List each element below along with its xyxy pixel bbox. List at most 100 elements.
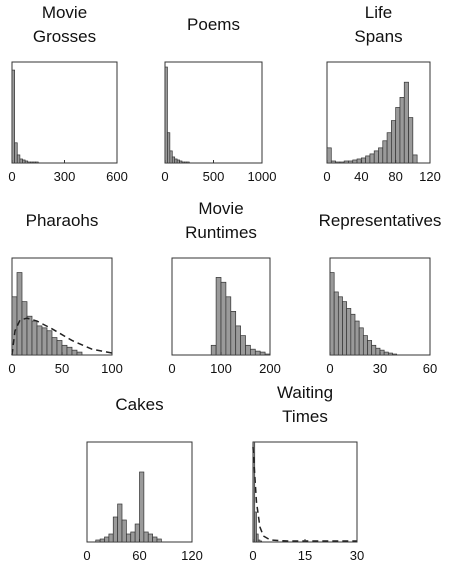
bar	[32, 161, 36, 164]
bar	[379, 349, 385, 356]
bar	[358, 327, 364, 356]
bar	[134, 523, 140, 543]
bar	[245, 344, 251, 356]
bar	[16, 154, 21, 164]
bar	[254, 511, 257, 543]
x-tick-label: 0	[8, 169, 15, 184]
bar	[378, 147, 384, 164]
bar	[11, 296, 18, 356]
bar	[371, 344, 377, 356]
panel-title: Spans	[354, 27, 402, 46]
panel-title: Times	[282, 407, 328, 426]
x-tick-label: 30	[373, 361, 387, 376]
bar	[41, 327, 48, 356]
x-tick-label: 0	[249, 548, 256, 563]
bar	[61, 344, 68, 356]
bar	[16, 272, 23, 356]
x-tick-label: 15	[298, 548, 312, 563]
panel-title: Grosses	[33, 27, 96, 46]
bar	[174, 158, 178, 164]
bar	[51, 337, 58, 356]
bar	[210, 344, 217, 356]
bar	[395, 107, 401, 164]
x-tick-label: 0	[161, 169, 168, 184]
bar	[164, 66, 168, 164]
bar	[403, 81, 409, 164]
x-tick-label: 0	[326, 361, 333, 376]
bar	[66, 346, 73, 356]
x-tick-label: 200	[259, 361, 281, 376]
panel-frame	[164, 61, 263, 164]
bar	[95, 539, 101, 543]
bar	[225, 296, 232, 356]
bar	[27, 161, 31, 164]
x-tick-label: 100	[210, 361, 232, 376]
bar	[167, 132, 171, 164]
bar	[215, 277, 222, 356]
bar	[399, 96, 405, 164]
x-tick-label: 100	[101, 361, 123, 376]
bar	[256, 533, 259, 543]
bar	[117, 503, 123, 543]
bar	[330, 160, 336, 164]
bar	[387, 352, 393, 356]
panel-title: Movie	[42, 3, 87, 22]
panel-frame	[252, 441, 358, 543]
x-tick-label: 0	[83, 548, 90, 563]
bar	[412, 154, 418, 164]
bar	[56, 340, 63, 356]
bar	[104, 536, 110, 543]
bar	[335, 161, 341, 164]
panel-title: Runtimes	[185, 223, 257, 242]
bar	[346, 308, 352, 356]
bar	[352, 159, 358, 164]
bar	[19, 158, 23, 164]
bar	[171, 156, 176, 164]
x-tick-label: 120	[419, 169, 441, 184]
bar	[126, 533, 132, 543]
bar	[112, 516, 118, 543]
bar	[392, 353, 398, 356]
panel-title: Pharaohs	[26, 211, 99, 230]
bar	[329, 272, 335, 356]
x-tick-label: 500	[203, 169, 225, 184]
bar	[254, 350, 261, 356]
x-tick-label: 40	[354, 169, 368, 184]
bar	[354, 320, 360, 356]
bar	[108, 533, 114, 543]
bar	[365, 155, 371, 164]
bar	[143, 531, 149, 543]
bar	[30, 161, 34, 164]
x-tick-label: 120	[181, 548, 203, 563]
bar	[152, 536, 158, 543]
x-tick-label: 600	[106, 169, 128, 184]
bar	[356, 158, 362, 164]
bar	[383, 351, 389, 356]
x-tick-label: 0	[323, 169, 330, 184]
panel-title: Life	[365, 3, 392, 22]
bar	[391, 120, 397, 164]
bar	[375, 347, 381, 356]
bar	[250, 348, 256, 356]
x-tick-label: 80	[388, 169, 402, 184]
bar	[179, 160, 183, 164]
bar	[337, 296, 343, 356]
bar	[169, 150, 173, 164]
bar	[186, 161, 190, 164]
bar	[350, 313, 356, 356]
bar	[339, 161, 345, 164]
bar	[176, 159, 180, 164]
bar	[259, 540, 263, 543]
bar	[408, 117, 414, 164]
bar	[343, 160, 349, 164]
bar	[76, 351, 83, 356]
panel-frame	[11, 61, 118, 164]
bar	[31, 320, 38, 356]
fit-curve	[11, 317, 113, 356]
panel-title: Cakes	[115, 395, 163, 414]
panel-title: Movie	[198, 199, 243, 218]
bar	[386, 132, 392, 164]
bar	[259, 351, 266, 356]
panel-title: Waiting	[277, 383, 333, 402]
bar	[220, 281, 227, 356]
